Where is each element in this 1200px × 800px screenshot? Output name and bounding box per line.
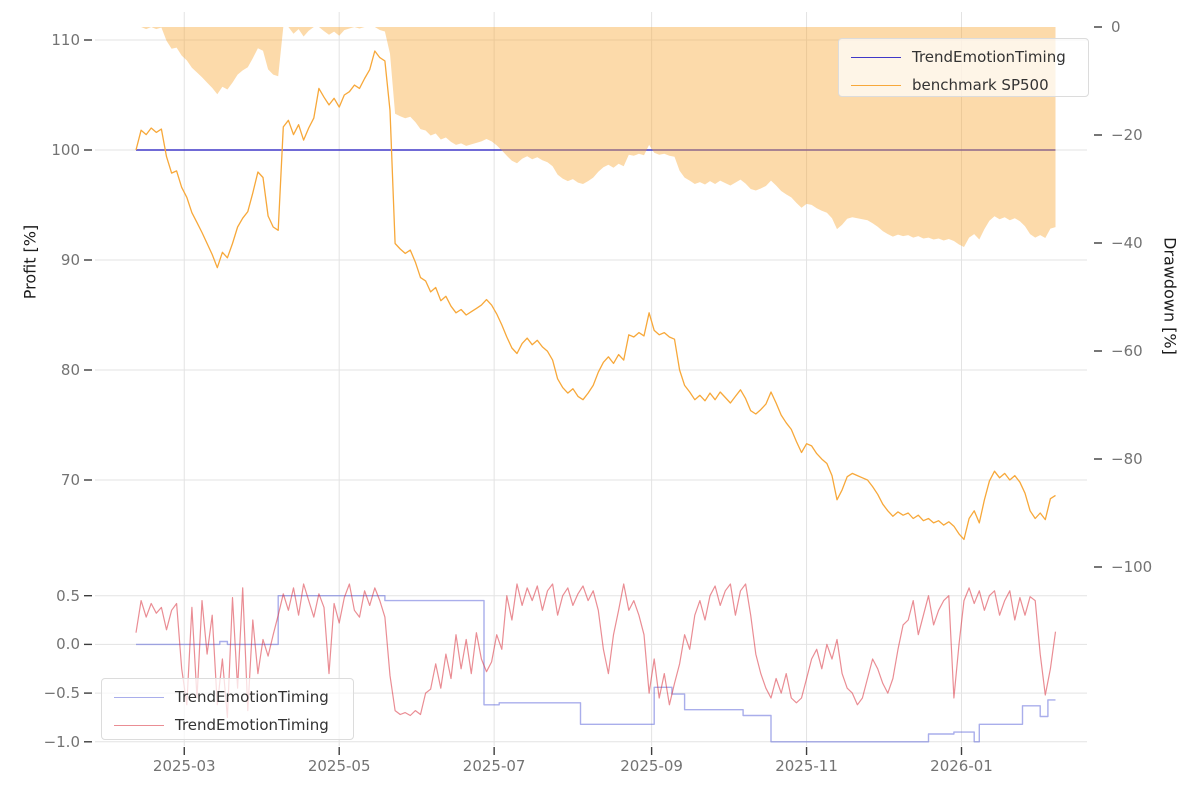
position-step-line-sample [114,697,164,698]
legend-label: TrendEmotionTiming [175,716,329,734]
strategy-line-sample [851,57,901,58]
drawdown-y-tick-label: −100 [1111,558,1153,576]
profit-y-tick-label: 70 [60,471,80,489]
profit-y-tick-label: 80 [60,361,80,379]
x-tick-label: 2025-11 [775,757,838,775]
signal-y-tick-label: −0.5 [43,684,80,703]
drawdown-y-tick-label: −40 [1111,234,1143,252]
signal-line-sample [114,725,164,726]
x-tick-label: 2025-09 [620,757,683,775]
drawdown-y-tick-label: −20 [1111,126,1143,144]
benchmark-line [135,50,1056,541]
right-axis-title: Drawdown [%] [1160,237,1180,355]
drawdown-y-tick-label: −60 [1111,342,1143,360]
profit-y-tick-label: 110 [51,31,80,49]
benchmark-line-sample [851,85,901,86]
profit-y-tick-label: 90 [60,251,80,269]
drawdown-y-tick-label: 0 [1111,18,1121,36]
x-tick-label: 2026-01 [930,757,993,775]
legend-label: TrendEmotionTiming [912,48,1066,66]
x-tick-label: 2025-07 [462,757,526,775]
signal-line [135,583,1057,719]
signal-y-tick-label: 0.5 [56,586,80,605]
x-tick-label: 2025-03 [152,757,216,775]
legend-entry-signal: TrendEmotionTiming [114,715,341,736]
position-step-line [136,595,1056,743]
signal-y-tick-label: 0.0 [56,635,80,654]
legend-entry-position-step: TrendEmotionTiming [114,687,341,708]
benchmark-drawdown-area [136,27,1056,247]
legend-label: TrendEmotionTiming [175,688,329,706]
left-axis-title: Profit [%] [20,224,40,300]
legend-entry-strategy: TrendEmotionTiming [851,47,1076,68]
signal-y-tick-label: −1.0 [43,732,80,751]
bottom-legend: TrendEmotionTiming TrendEmotionTiming [101,678,354,740]
top-legend: TrendEmotionTiming benchmark SP500 [838,38,1089,97]
legend-entry-benchmark: benchmark SP500 [851,75,1076,96]
x-tick-label: 2025-05 [307,757,371,775]
legend-label: benchmark SP500 [912,76,1049,94]
profit-y-tick-label: 100 [51,141,80,159]
drawdown-y-tick-label: −80 [1111,450,1143,468]
